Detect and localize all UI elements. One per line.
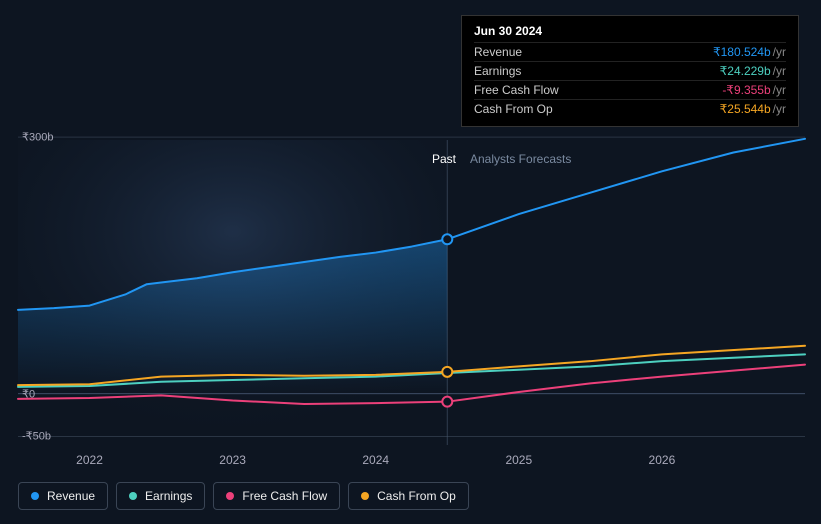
y-tick-300b: ₹300b [22, 131, 53, 144]
legend-label: Cash From Op [377, 489, 456, 503]
tooltip-label: Cash From Op [474, 102, 553, 116]
forecast-label: Analysts Forecasts [470, 152, 571, 166]
tooltip-label: Free Cash Flow [474, 83, 559, 97]
legend-label: Free Cash Flow [242, 489, 327, 503]
tooltip-value: ₹180.524b/yr [713, 45, 786, 59]
tooltip-label: Earnings [474, 64, 521, 78]
legend-item-fcf[interactable]: Free Cash Flow [213, 482, 340, 510]
tooltip-suffix: /yr [773, 83, 786, 97]
legend-dot-icon [129, 492, 137, 500]
tooltip-label: Revenue [474, 45, 522, 59]
y-tick-0: ₹0 [22, 387, 35, 400]
tooltip-value-text: ₹24.229b [720, 64, 771, 78]
tooltip-value-text: ₹25.544b [720, 102, 771, 116]
tooltip-row-earnings: Earnings ₹24.229b/yr [474, 61, 786, 80]
tooltip-value: -₹9.355b/yr [722, 83, 786, 97]
tooltip-row-revenue: Revenue ₹180.524b/yr [474, 42, 786, 61]
legend-item-cfo[interactable]: Cash From Op [348, 482, 469, 510]
tooltip-value: ₹25.544b/yr [720, 102, 786, 116]
tooltip-value-text: -₹9.355b [722, 83, 770, 97]
past-label: Past [432, 152, 456, 166]
y-tick-neg50b: -₹50b [22, 430, 51, 443]
x-tick-2025: 2025 [505, 453, 532, 467]
chart-tooltip: Jun 30 2024 Revenue ₹180.524b/yr Earning… [461, 15, 799, 127]
legend-dot-icon [31, 492, 39, 500]
financial-chart: ₹300b ₹0 -₹50b 2022 2023 2024 2025 2026 … [0, 0, 821, 524]
tooltip-suffix: /yr [773, 102, 786, 116]
tooltip-suffix: /yr [773, 45, 786, 59]
legend-label: Revenue [47, 489, 95, 503]
x-tick-2026: 2026 [649, 453, 676, 467]
legend-item-revenue[interactable]: Revenue [18, 482, 108, 510]
legend-label: Earnings [145, 489, 192, 503]
x-tick-2024: 2024 [362, 453, 389, 467]
tooltip-value-text: ₹180.524b [713, 45, 771, 59]
chart-legend: Revenue Earnings Free Cash Flow Cash Fro… [18, 482, 469, 510]
tooltip-value: ₹24.229b/yr [720, 64, 786, 78]
x-tick-2022: 2022 [76, 453, 103, 467]
legend-item-earnings[interactable]: Earnings [116, 482, 205, 510]
legend-dot-icon [226, 492, 234, 500]
tooltip-suffix: /yr [773, 64, 786, 78]
tooltip-row-fcf: Free Cash Flow -₹9.355b/yr [474, 80, 786, 99]
legend-dot-icon [361, 492, 369, 500]
x-tick-2023: 2023 [219, 453, 246, 467]
tooltip-row-cfo: Cash From Op ₹25.544b/yr [474, 99, 786, 118]
tooltip-date: Jun 30 2024 [474, 24, 786, 38]
